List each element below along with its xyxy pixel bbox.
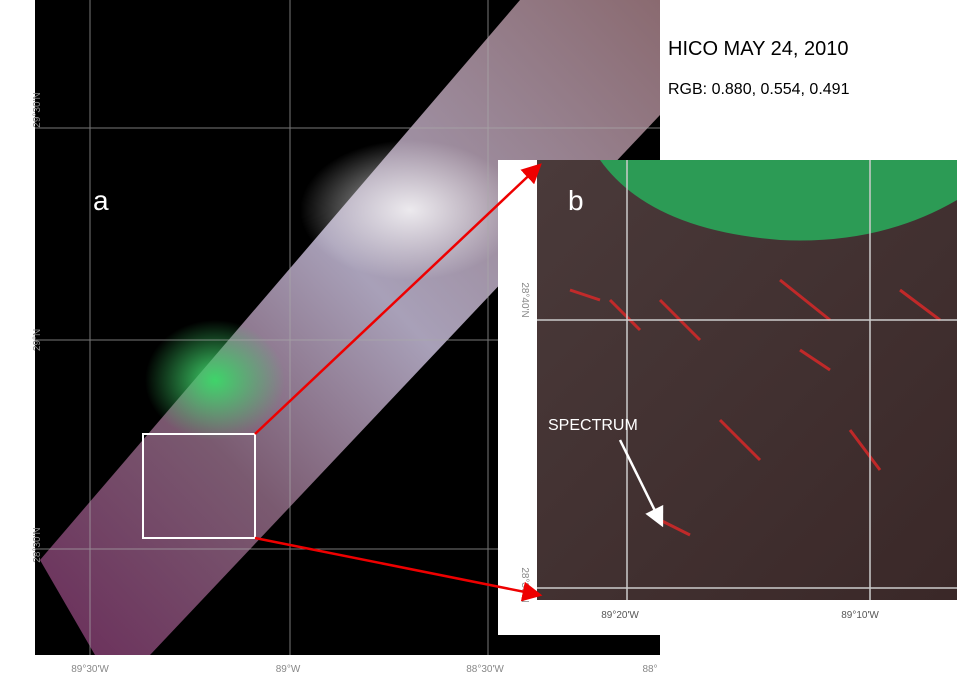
annotation: SPECTRUM: [548, 417, 638, 434]
plume: [145, 320, 285, 440]
lat-label: 29°30'N: [32, 92, 43, 127]
lon-label: 88°: [642, 664, 657, 675]
panel-label: b: [568, 185, 584, 216]
lon-label: 89°30'W: [71, 664, 109, 675]
figure: 29°30'N 29°N 28°30'N 89°30'W 89°W 88°30'…: [0, 0, 957, 686]
panel-label: a: [93, 185, 109, 216]
lat-label: 28°30'N: [519, 567, 530, 602]
lat-label: 28°30'N: [32, 527, 43, 562]
lon-label: 88°30'W: [466, 664, 504, 675]
title: HICO MAY 24, 2010: [668, 38, 848, 60]
lon-label: 89°W: [276, 664, 301, 675]
lat-label: 29°N: [32, 329, 43, 351]
subtitle: RGB: 0.880, 0.554, 0.491: [668, 81, 850, 98]
cloud: [300, 140, 520, 280]
lat-label: 28°40'N: [519, 282, 530, 317]
lon-label: 89°10'W: [841, 610, 879, 621]
lon-label: 89°20'W: [601, 610, 639, 621]
